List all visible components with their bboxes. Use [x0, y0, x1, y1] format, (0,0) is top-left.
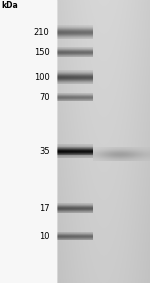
Text: 35: 35 [39, 147, 50, 156]
Text: 100: 100 [34, 73, 50, 82]
Text: 210: 210 [34, 28, 50, 37]
Text: 70: 70 [39, 93, 50, 102]
Text: 150: 150 [34, 48, 50, 57]
Text: 17: 17 [39, 203, 50, 213]
Text: kDa: kDa [2, 1, 18, 10]
Text: 10: 10 [39, 232, 50, 241]
